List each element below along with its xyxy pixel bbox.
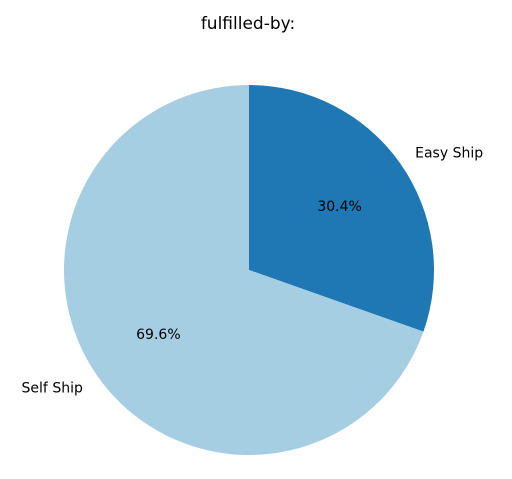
slice-label-easy-ship: Easy Ship bbox=[415, 145, 483, 161]
slice-percent-self-ship: 69.6% bbox=[136, 327, 180, 343]
pie-slice-easy-ship bbox=[249, 85, 435, 332]
chart-title: fulfilled-by: bbox=[201, 14, 295, 34]
pie-slices bbox=[64, 85, 435, 455]
pie-slice-self-ship bbox=[64, 85, 424, 455]
slice-percent-easy-ship: 30.4% bbox=[317, 199, 361, 215]
slice-label-self-ship: Self Ship bbox=[22, 381, 83, 397]
pie-labels: Easy Ship 30.4% Self Ship 69.6% bbox=[22, 145, 484, 396]
